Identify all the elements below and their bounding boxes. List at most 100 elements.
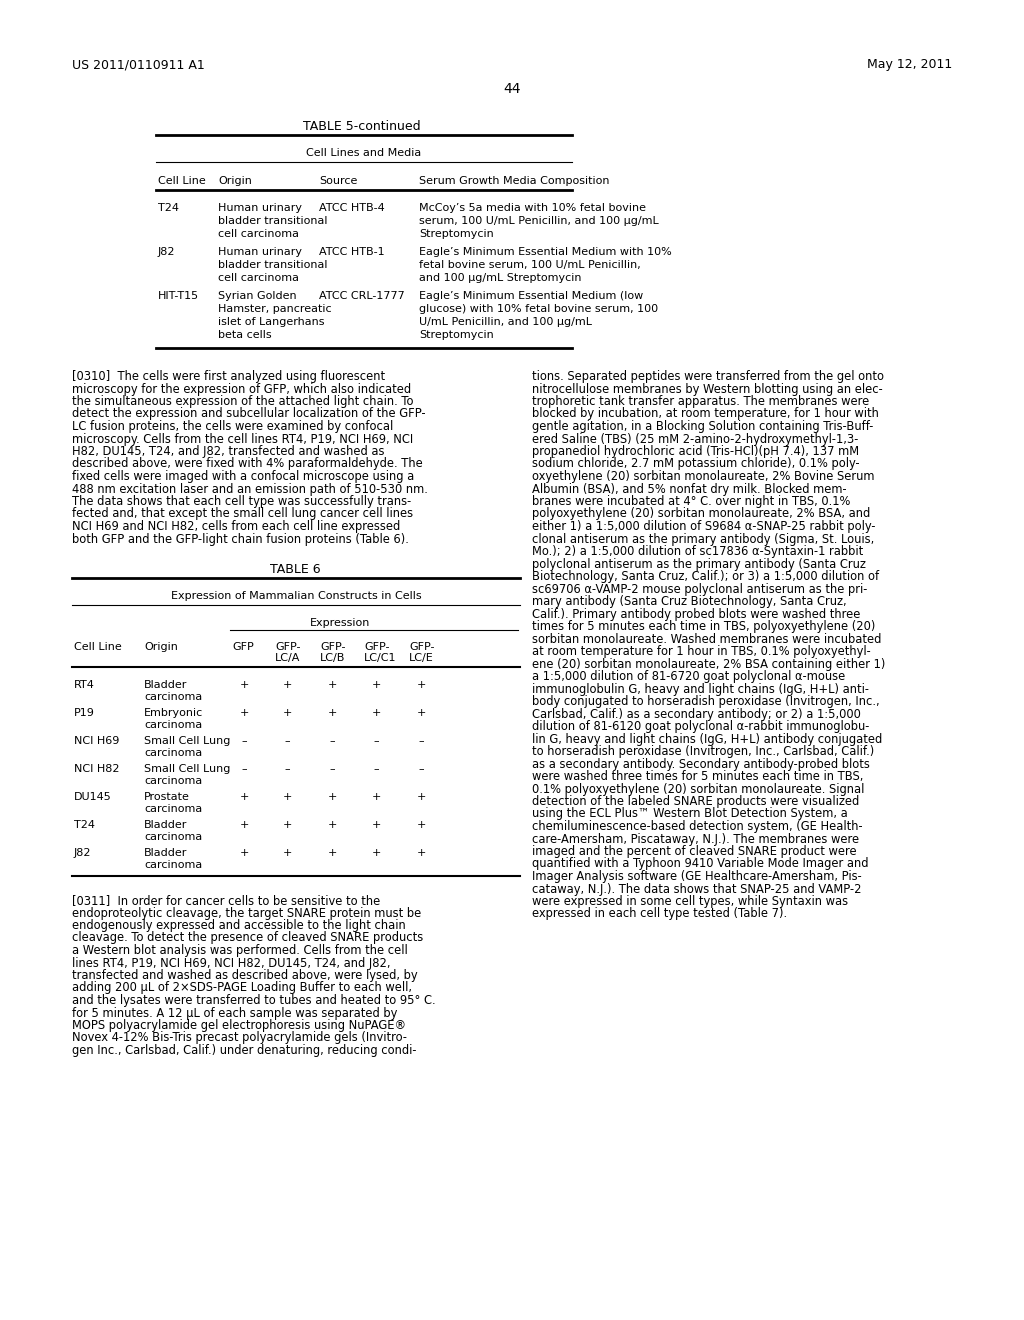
Text: +: + — [328, 708, 337, 718]
Text: GFP-: GFP- — [364, 642, 389, 652]
Text: serum, 100 U/mL Penicillin, and 100 μg/mL: serum, 100 U/mL Penicillin, and 100 μg/m… — [419, 216, 658, 226]
Text: beta cells: beta cells — [218, 330, 271, 341]
Text: Serum Growth Media Composition: Serum Growth Media Composition — [419, 176, 609, 186]
Text: ered Saline (TBS) (25 mM 2-amino-2-hydroxymethyl-1,3-: ered Saline (TBS) (25 mM 2-amino-2-hydro… — [532, 433, 858, 446]
Text: transfected and washed as described above, were lysed, by: transfected and washed as described abov… — [72, 969, 418, 982]
Text: a 1:5,000 dilution of 81-6720 goat polyclonal α-mouse: a 1:5,000 dilution of 81-6720 goat polyc… — [532, 671, 845, 682]
Text: lines RT4, P19, NCI H69, NCI H82, DU145, T24, and J82,: lines RT4, P19, NCI H69, NCI H82, DU145,… — [72, 957, 390, 969]
Text: +: + — [372, 708, 381, 718]
Text: GFP: GFP — [232, 642, 254, 652]
Text: MOPS polyacrylamide gel electrophoresis using NuPAGE®: MOPS polyacrylamide gel electrophoresis … — [72, 1019, 407, 1032]
Text: Bladder: Bladder — [144, 680, 187, 690]
Text: quantified with a Typhoon 9410 Variable Mode Imager and: quantified with a Typhoon 9410 Variable … — [532, 858, 868, 870]
Text: carcinoma: carcinoma — [144, 861, 203, 870]
Text: imaged and the percent of cleaved SNARE product were: imaged and the percent of cleaved SNARE … — [532, 845, 857, 858]
Text: immunoglobulin G, heavy and light chains (IgG, H+L) anti-: immunoglobulin G, heavy and light chains… — [532, 682, 869, 696]
Text: J82: J82 — [74, 847, 91, 858]
Text: blocked by incubation, at room temperature, for 1 hour with: blocked by incubation, at room temperatu… — [532, 408, 879, 421]
Text: both GFP and the GFP-light chain fusion proteins (Table 6).: both GFP and the GFP-light chain fusion … — [72, 532, 409, 545]
Text: –: – — [285, 737, 290, 746]
Text: –: – — [285, 764, 290, 774]
Text: +: + — [417, 792, 426, 803]
Text: NCI H69: NCI H69 — [74, 737, 120, 746]
Text: The data shows that each cell type was successfully trans-: The data shows that each cell type was s… — [72, 495, 412, 508]
Text: the simultaneous expression of the attached light chain. To: the simultaneous expression of the attac… — [72, 395, 414, 408]
Text: detect the expression and subcellular localization of the GFP-: detect the expression and subcellular lo… — [72, 408, 426, 421]
Text: LC/E: LC/E — [409, 653, 434, 663]
Text: cell carcinoma: cell carcinoma — [218, 228, 299, 239]
Text: carcinoma: carcinoma — [144, 719, 203, 730]
Text: sorbitan monolaureate. Washed membranes were incubated: sorbitan monolaureate. Washed membranes … — [532, 632, 882, 645]
Text: GFP-: GFP- — [319, 642, 345, 652]
Text: ATCC HTB-4: ATCC HTB-4 — [319, 203, 385, 213]
Text: –: – — [418, 737, 424, 746]
Text: expressed in each cell type tested (Table 7).: expressed in each cell type tested (Tabl… — [532, 908, 787, 920]
Text: endogenously expressed and accessible to the light chain: endogenously expressed and accessible to… — [72, 919, 406, 932]
Text: Streptomycin: Streptomycin — [419, 228, 494, 239]
Text: ATCC CRL-1777: ATCC CRL-1777 — [319, 290, 404, 301]
Text: LC fusion proteins, the cells were examined by confocal: LC fusion proteins, the cells were exami… — [72, 420, 393, 433]
Text: for 5 minutes. A 12 μL of each sample was separated by: for 5 minutes. A 12 μL of each sample wa… — [72, 1006, 397, 1019]
Text: at room temperature for 1 hour in TBS, 0.1% polyoxyethyl-: at room temperature for 1 hour in TBS, 0… — [532, 645, 870, 657]
Text: glucose) with 10% fetal bovine serum, 100: glucose) with 10% fetal bovine serum, 10… — [419, 304, 658, 314]
Text: mary antibody (Santa Cruz Biotechnology, Santa Cruz,: mary antibody (Santa Cruz Biotechnology,… — [532, 595, 847, 609]
Text: Bladder: Bladder — [144, 847, 187, 858]
Text: dilution of 81-6120 goat polyclonal α-rabbit immunoglobu-: dilution of 81-6120 goat polyclonal α-ra… — [532, 719, 869, 733]
Text: Small Cell Lung: Small Cell Lung — [144, 737, 230, 746]
Text: GFP-: GFP- — [409, 642, 434, 652]
Text: tions. Separated peptides were transferred from the gel onto: tions. Separated peptides were transferr… — [532, 370, 884, 383]
Text: 488 nm excitation laser and an emission path of 510-530 nm.: 488 nm excitation laser and an emission … — [72, 483, 428, 495]
Text: clonal antiserum as the primary antibody (Sigma, St. Louis,: clonal antiserum as the primary antibody… — [532, 532, 874, 545]
Text: lin G, heavy and light chains (IgG, H+L) antibody conjugated: lin G, heavy and light chains (IgG, H+L)… — [532, 733, 883, 746]
Text: –: – — [329, 764, 335, 774]
Text: +: + — [283, 820, 292, 830]
Text: +: + — [372, 847, 381, 858]
Text: were washed three times for 5 minutes each time in TBS,: were washed three times for 5 minutes ea… — [532, 770, 863, 783]
Text: ATCC HTB-1: ATCC HTB-1 — [319, 247, 385, 257]
Text: cleavage. To detect the presence of cleaved SNARE products: cleavage. To detect the presence of clea… — [72, 932, 423, 945]
Text: +: + — [372, 792, 381, 803]
Text: using the ECL Plus™ Western Blot Detection System, a: using the ECL Plus™ Western Blot Detecti… — [532, 808, 848, 821]
Text: +: + — [283, 847, 292, 858]
Text: Cell Line: Cell Line — [158, 176, 206, 186]
Text: [0310]  The cells were first analyzed using fluorescent: [0310] The cells were first analyzed usi… — [72, 370, 385, 383]
Text: care-Amersham, Piscataway, N.J.). The membranes were: care-Amersham, Piscataway, N.J.). The me… — [532, 833, 859, 846]
Text: Calif.). Primary antibody probed blots were washed three: Calif.). Primary antibody probed blots w… — [532, 607, 860, 620]
Text: carcinoma: carcinoma — [144, 832, 203, 842]
Text: Syrian Golden: Syrian Golden — [218, 290, 297, 301]
Text: 44: 44 — [503, 82, 521, 96]
Text: +: + — [372, 680, 381, 690]
Text: Expression: Expression — [310, 618, 371, 628]
Text: +: + — [328, 680, 337, 690]
Text: carcinoma: carcinoma — [144, 748, 203, 758]
Text: +: + — [417, 708, 426, 718]
Text: Carlsbad, Calif.) as a secondary antibody; or 2) a 1:5,000: Carlsbad, Calif.) as a secondary antibod… — [532, 708, 861, 721]
Text: carcinoma: carcinoma — [144, 692, 203, 702]
Text: LC/A: LC/A — [275, 653, 300, 663]
Text: Albumin (BSA), and 5% nonfat dry milk. Blocked mem-: Albumin (BSA), and 5% nonfat dry milk. B… — [532, 483, 847, 495]
Text: +: + — [240, 820, 249, 830]
Text: branes were incubated at 4° C. over night in TBS, 0.1%: branes were incubated at 4° C. over nigh… — [532, 495, 850, 508]
Text: +: + — [417, 680, 426, 690]
Text: sodium chloride, 2.7 mM potassium chloride), 0.1% poly-: sodium chloride, 2.7 mM potassium chlori… — [532, 458, 859, 470]
Text: as a secondary antibody. Secondary antibody-probed blots: as a secondary antibody. Secondary antib… — [532, 758, 869, 771]
Text: NCI H69 and NCI H82, cells from each cell line expressed: NCI H69 and NCI H82, cells from each cel… — [72, 520, 400, 533]
Text: –: – — [329, 737, 335, 746]
Text: Eagle’s Minimum Essential Medium with 10%: Eagle’s Minimum Essential Medium with 10… — [419, 247, 672, 257]
Text: +: + — [417, 820, 426, 830]
Text: detection of the labeled SNARE products were visualized: detection of the labeled SNARE products … — [532, 795, 859, 808]
Text: Human urinary: Human urinary — [218, 247, 302, 257]
Text: and the lysates were transferred to tubes and heated to 95° C.: and the lysates were transferred to tube… — [72, 994, 435, 1007]
Text: Imager Analysis software (GE Healthcare-Amersham, Pis-: Imager Analysis software (GE Healthcare-… — [532, 870, 862, 883]
Text: +: + — [283, 708, 292, 718]
Text: ene (20) sorbitan monolaureate, 2% BSA containing either 1): ene (20) sorbitan monolaureate, 2% BSA c… — [532, 657, 886, 671]
Text: to horseradish peroxidase (Invitrogen, Inc., Carlsbad, Calif.): to horseradish peroxidase (Invitrogen, I… — [532, 744, 874, 758]
Text: adding 200 μL of 2×SDS-PAGE Loading Buffer to each well,: adding 200 μL of 2×SDS-PAGE Loading Buff… — [72, 982, 412, 994]
Text: bladder transitional: bladder transitional — [218, 260, 328, 271]
Text: +: + — [240, 792, 249, 803]
Text: were expressed in some cell types, while Syntaxin was: were expressed in some cell types, while… — [532, 895, 848, 908]
Text: –: – — [242, 737, 247, 746]
Text: H82, DU145, T24, and J82, transfected and washed as: H82, DU145, T24, and J82, transfected an… — [72, 445, 384, 458]
Text: Origin: Origin — [218, 176, 252, 186]
Text: Novex 4-12% Bis-Tris precast polyacrylamide gels (Invitro-: Novex 4-12% Bis-Tris precast polyacrylam… — [72, 1031, 407, 1044]
